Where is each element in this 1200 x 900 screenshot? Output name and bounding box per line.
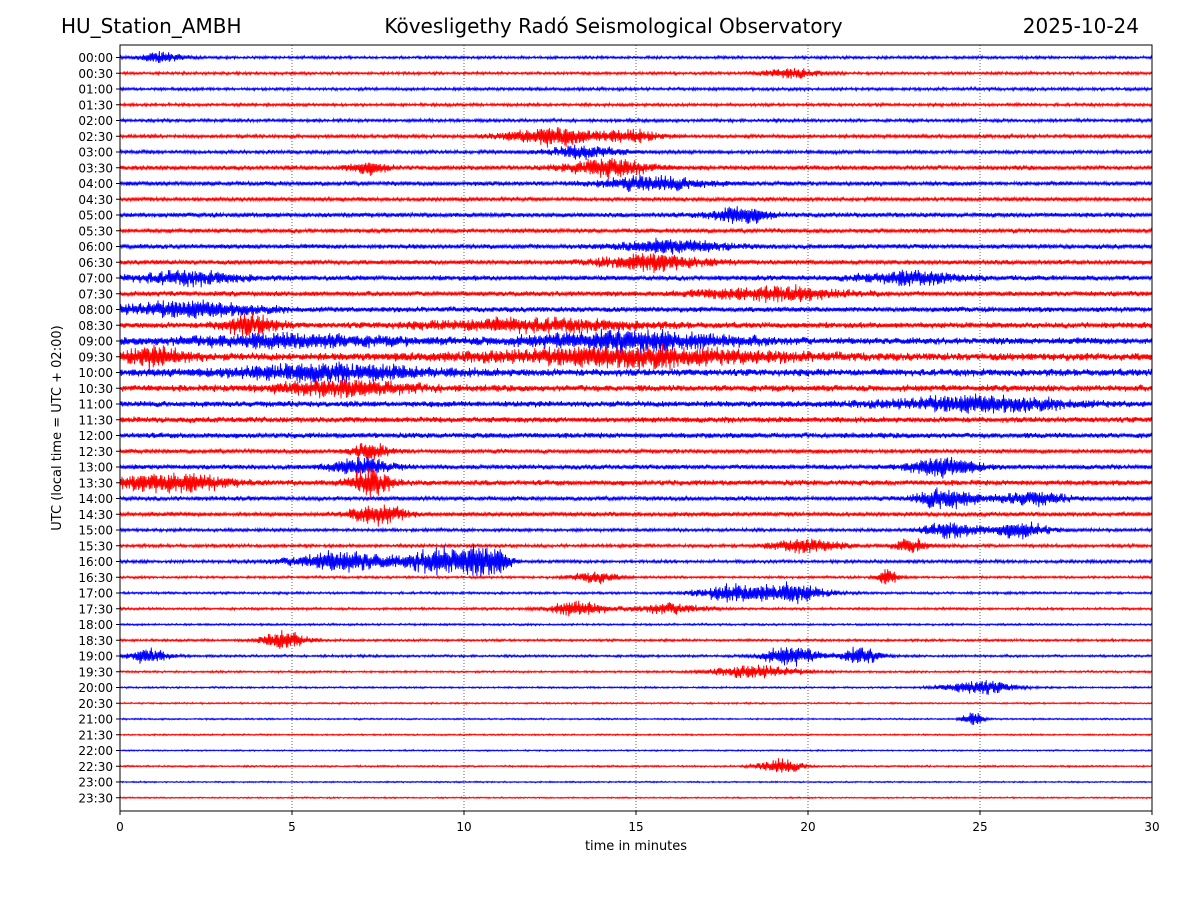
x-axis: 0 5 10 15 20 25 30 <box>116 811 1160 834</box>
y-tick-label: 05:00 <box>78 209 113 223</box>
y-tick-label: 12:30 <box>78 445 113 459</box>
x-tick-label: 15 <box>628 820 643 834</box>
y-tick-label: 09:00 <box>78 335 113 349</box>
x-axis-label: time in minutes <box>585 839 687 854</box>
trace-0230 <box>120 127 1152 148</box>
y-tick-label: 00:30 <box>78 67 113 81</box>
traces-layer <box>120 50 1152 800</box>
y-tick-label: 11:30 <box>78 413 113 427</box>
x-tick-label: 30 <box>1144 820 1159 834</box>
y-tick-label: 08:00 <box>78 303 113 317</box>
y-tick-label: 21:00 <box>78 713 113 727</box>
y-tick-label: 15:00 <box>78 524 113 538</box>
y-tick-label: 01:00 <box>78 83 113 97</box>
y-tick-label: 04:00 <box>78 177 113 191</box>
trace-0900 <box>120 328 1152 354</box>
trace-0830 <box>120 313 1152 337</box>
y-tick-label: 22:00 <box>78 744 113 758</box>
y-tick-label: 06:00 <box>78 240 113 254</box>
trace-0700 <box>120 269 1152 288</box>
y-tick-label: 19:30 <box>78 665 113 679</box>
y-axis-label: UTC (local time = UTC + 02:00) <box>50 325 65 530</box>
y-tick-label: 01:30 <box>78 98 113 112</box>
y-tick-label: 15:30 <box>78 539 113 553</box>
x-tick-label: 0 <box>116 820 124 834</box>
plot-date: 2025-10-24 <box>1022 14 1139 38</box>
y-tick-label: 00:00 <box>78 51 113 65</box>
y-tick-label: 17:00 <box>78 587 113 601</box>
y-tick-label: 12:00 <box>78 429 113 443</box>
trace-1700 <box>120 581 1152 605</box>
x-tick-label: 10 <box>456 820 471 834</box>
y-tick-label: 14:00 <box>78 492 113 506</box>
trace-0500 <box>120 206 1152 224</box>
trace-1130 <box>120 416 1152 424</box>
y-tick-label: 16:00 <box>78 555 113 569</box>
y-tick-label: 18:00 <box>78 618 113 632</box>
trace-1900 <box>120 646 1152 667</box>
y-tick-label: 20:00 <box>78 681 113 695</box>
trace-1000 <box>120 361 1152 384</box>
x-tick-label: 25 <box>972 820 987 834</box>
y-tick-label: 05:30 <box>78 224 113 238</box>
y-tick-label: 10:00 <box>78 366 113 380</box>
y-tick-label: 20:30 <box>78 697 113 711</box>
y-tick-label: 03:00 <box>78 146 113 160</box>
y-tick-label: 23:00 <box>78 776 113 790</box>
y-tick-label: 13:30 <box>78 476 113 490</box>
y-tick-label: 13:00 <box>78 461 113 475</box>
y-tick-label: 14:30 <box>78 508 113 522</box>
y-tick-label: 19:00 <box>78 650 113 664</box>
y-tick-label: 22:30 <box>78 760 113 774</box>
grid-layer <box>291 45 981 811</box>
y-tick-label: 07:30 <box>78 287 113 301</box>
y-tick-label: 11:00 <box>78 398 113 412</box>
station-name: HU_Station_AMBH <box>61 14 242 38</box>
trace-1500 <box>120 521 1152 540</box>
observatory-title: Kövesligethy Radó Seismological Observat… <box>384 14 843 38</box>
trace-0530 <box>120 227 1152 235</box>
trace-0630 <box>120 253 1152 274</box>
y-tick-label: 08:30 <box>78 319 113 333</box>
trace-2300 <box>120 780 1152 784</box>
trace-2230 <box>120 758 1152 773</box>
y-tick-label: 06:30 <box>78 256 113 270</box>
y-tick-label: 21:30 <box>78 728 113 742</box>
y-tick-label: 02:30 <box>78 130 113 144</box>
trace-1230 <box>120 442 1152 460</box>
y-tick-label: 23:30 <box>78 791 113 805</box>
y-tick-label: 04:30 <box>78 193 113 207</box>
x-tick-label: 5 <box>288 820 296 834</box>
y-tick-label: 17:30 <box>78 602 113 616</box>
trace-0430 <box>120 195 1152 203</box>
y-tick-label: 02:00 <box>78 114 113 128</box>
trace-0300 <box>120 144 1152 161</box>
y-tick-label: 09:30 <box>78 350 113 364</box>
y-tick-label: 03:30 <box>78 161 113 175</box>
y-tick-label: 16:30 <box>78 571 113 585</box>
trace-1300 <box>120 456 1152 479</box>
trace-1330 <box>120 468 1152 498</box>
y-tick-label: 10:30 <box>78 382 113 396</box>
y-tick-label: 07:00 <box>78 272 113 286</box>
y-tick-label: 18:30 <box>78 634 113 648</box>
x-tick-label: 20 <box>800 820 815 834</box>
